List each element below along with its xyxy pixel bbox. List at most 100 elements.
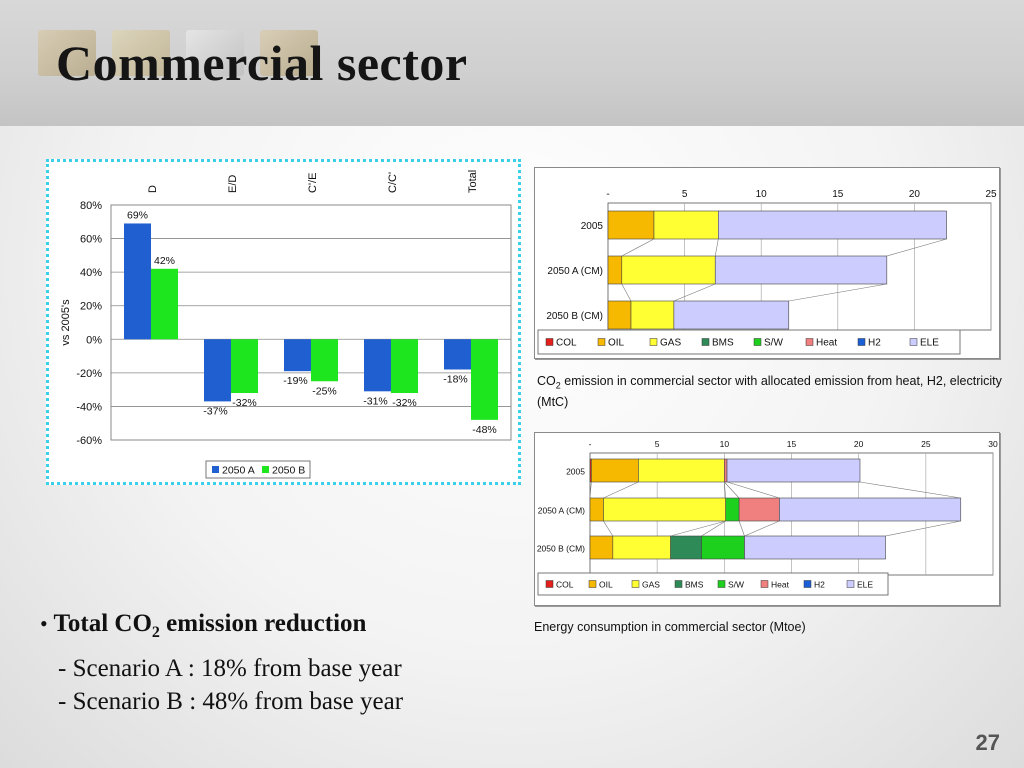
legend-swatch xyxy=(545,580,554,588)
energy-consumption-caption: Energy consumption in commercial sector … xyxy=(534,620,806,634)
y-tick-label: 20% xyxy=(80,301,102,313)
x-tick-label: 5 xyxy=(655,439,660,449)
energy-consumption-chart: - 5 10 15 20 25 30 2005 2050 A (CM) 2050 B (CM) CO… xyxy=(537,439,998,596)
bar-segment-sw xyxy=(701,535,745,560)
y-tick-label: 60% xyxy=(80,234,102,246)
silver-cube-decoration xyxy=(186,30,244,76)
legend-swatch xyxy=(701,338,710,346)
bar-2050-b xyxy=(151,268,178,340)
series-connector xyxy=(885,520,961,537)
series-connector xyxy=(621,238,655,257)
bar-segment-heat xyxy=(738,497,780,522)
legend-swatch xyxy=(588,580,597,588)
legend-swatch xyxy=(857,338,866,346)
data-label: -32% xyxy=(392,397,417,409)
bullet-total-co2: • Total CO2 emission reduction xyxy=(40,610,367,641)
x-tick-label: 15 xyxy=(787,439,797,449)
bar-segment-gas xyxy=(653,210,719,240)
bar-segment-oil xyxy=(607,255,623,285)
data-label: 69% xyxy=(127,209,148,221)
x-tick-label: 10 xyxy=(720,439,730,449)
category-label: 2005 xyxy=(581,221,604,232)
category-label: 2050 A (CM) xyxy=(538,506,585,516)
series-connector xyxy=(589,481,592,499)
category-label: C'/E xyxy=(307,173,319,193)
series-connector xyxy=(621,283,632,302)
bullet-dot: • xyxy=(40,611,48,636)
series-connector xyxy=(744,520,780,537)
data-label: -32% xyxy=(232,397,257,409)
bar-segment-gas xyxy=(630,300,675,330)
x-tick-label: - xyxy=(589,439,592,449)
co2-emission-caption: CO2 emission in commercial sector with a… xyxy=(537,374,1002,409)
legend-label: BMS xyxy=(712,338,734,349)
data-label: -37% xyxy=(203,405,228,417)
series-connector xyxy=(673,283,716,302)
bar-segment-oil xyxy=(589,535,614,560)
legend-label: S/W xyxy=(764,338,783,349)
legend-label: OIL xyxy=(608,338,625,349)
series-connector xyxy=(738,520,745,537)
series-connector xyxy=(726,481,780,499)
bar-2050-b xyxy=(471,339,498,420)
series-connector xyxy=(859,481,961,499)
bar-2050-a xyxy=(444,339,471,370)
y-tick-label: -20% xyxy=(76,368,102,380)
series-connector xyxy=(670,520,726,537)
gold-cube-decoration xyxy=(260,30,318,76)
page-number: 27 xyxy=(975,730,1000,755)
data-label: -25% xyxy=(312,385,337,397)
legend-label: OIL xyxy=(599,580,613,590)
category-label: 2005 xyxy=(566,467,585,477)
y-tick-label: -40% xyxy=(76,401,102,413)
series-connector xyxy=(603,481,639,499)
legend-label: BMS xyxy=(685,580,704,590)
legend-label: Heat xyxy=(816,338,837,349)
y-tick-label: 0% xyxy=(86,334,102,346)
y-tick-label: -60% xyxy=(76,435,102,447)
legend-box xyxy=(205,460,311,479)
category-label: Total xyxy=(467,170,479,193)
data-label: -31% xyxy=(363,395,388,407)
bar-2050-a xyxy=(364,339,391,392)
scenario-a-line: - Scenario A : 18% from base year xyxy=(58,655,402,682)
series-connector xyxy=(788,283,887,302)
bar-segment-bms xyxy=(670,535,702,560)
gold-cube-decoration xyxy=(38,30,96,76)
energy-consumption-chart-panel: - 5 10 15 20 25 30 2005 2050 A (CM) 2050 B (CM) CO… xyxy=(534,432,1000,606)
legend-label: Heat xyxy=(771,580,790,590)
bar-segment-oil xyxy=(591,458,639,483)
legend-swatch xyxy=(674,580,683,588)
bar-segment-heat xyxy=(724,458,728,483)
bar-2050-b xyxy=(391,339,418,393)
y-tick-label: 40% xyxy=(80,267,102,279)
data-label: -48% xyxy=(472,424,497,436)
category-label: E/D xyxy=(227,175,239,193)
x-tick-label: 5 xyxy=(682,189,688,200)
reduction-bar-chart-panel: 80% 60% 40% 20% 0% -20% -40% -60% vs 2005's D 69% 4… xyxy=(46,159,521,485)
legend-swatch xyxy=(909,338,918,346)
co2-emission-chart: - 5 10 15 20 25 2005 2050 A (CM) 2050 B (CM) COL O… xyxy=(537,189,997,355)
bar-segment-ele xyxy=(714,255,888,285)
legend-label: COL xyxy=(556,338,577,349)
y-axis-label: vs 2005's xyxy=(60,299,72,346)
legend-swatch xyxy=(760,580,769,588)
legend-swatch xyxy=(631,580,640,588)
bar-segment-gas xyxy=(638,458,725,483)
data-label: -19% xyxy=(283,375,308,387)
legend-box xyxy=(537,329,961,355)
series-connector xyxy=(886,238,947,257)
legend-label: ELE xyxy=(920,338,939,349)
title-banner: Commercial sector xyxy=(0,0,1024,126)
bar-segment-sw xyxy=(725,497,740,522)
bar-2050-a xyxy=(284,339,311,372)
x-tick-label: 10 xyxy=(756,189,768,200)
bar-segment-ele xyxy=(673,300,790,330)
bar-segment-ele xyxy=(726,458,861,483)
legend-label: H2 xyxy=(868,338,881,349)
legend-swatch xyxy=(262,466,269,473)
co2-emission-chart-panel: - 5 10 15 20 25 2005 2050 A (CM) 2050 B (CM) COL O… xyxy=(534,167,1000,359)
bar-2050-b xyxy=(231,339,258,393)
legend-label: GAS xyxy=(642,580,660,590)
legend-swatch xyxy=(545,338,554,346)
